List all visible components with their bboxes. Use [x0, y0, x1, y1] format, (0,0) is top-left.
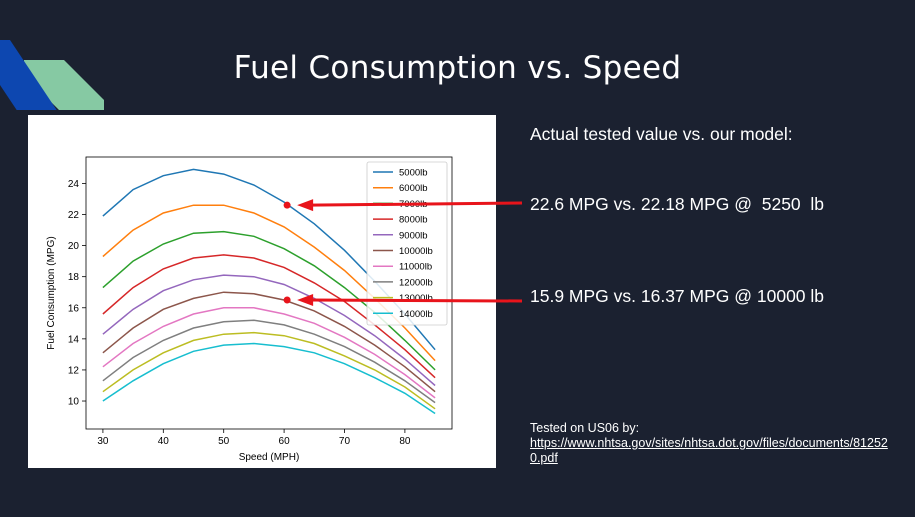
series-line-14000lb: [102, 342, 436, 415]
legend-label-11000lb: 11000lb: [399, 262, 432, 273]
series-line-13000lb: [102, 331, 436, 410]
series-line-10000lb: [102, 291, 436, 393]
legend-label-5000lb: 5000lb: [399, 168, 428, 179]
legend-label-9000lb: 9000lb: [399, 230, 428, 241]
legend-label-6000lb: 6000lb: [399, 183, 428, 194]
y-tick-label: 16: [68, 303, 80, 314]
source-note: Tested on US06 by: https://www.nhtsa.gov…: [530, 421, 890, 466]
decoration-green-shape: [24, 60, 104, 110]
plot-frame: [85, 156, 453, 430]
y-tick-label: 24: [68, 179, 80, 190]
x-tick-label: 50: [218, 436, 230, 447]
legend-label-13000lb: 13000lb: [399, 293, 433, 304]
source-label: Tested on US06 by:: [530, 421, 640, 435]
x-tick-label: 60: [279, 436, 291, 447]
series-line-9000lb: [102, 274, 436, 387]
series-line-11000lb: [102, 307, 436, 399]
series-line-12000lb: [102, 319, 436, 404]
line-chart: 30 40 50 60 70 80 10 12 14 16 18 20 22 24 Speed (MPH) F…: [46, 156, 453, 463]
decoration-blue-shape: [0, 40, 57, 110]
legend-label-8000lb: 8000lb: [399, 215, 428, 226]
comparison-heading: Actual tested value vs. our model:: [530, 124, 793, 144]
corner-decoration: [0, 40, 104, 110]
y-tick-label: 10: [68, 397, 80, 408]
chart-panel: 30 40 50 60 70 80 10 12 14 16 18 20 22 24 Speed (MPH) F…: [28, 115, 496, 468]
y-tick-label: 18: [68, 272, 80, 283]
source-link[interactable]: https://www.nhtsa.gov/sites/nhtsa.dot.go…: [530, 436, 888, 465]
legend-label-12000lb: 12000lb: [399, 277, 433, 288]
x-tick-label: 70: [339, 436, 351, 447]
y-axis-label: Fuel Consumption (MPG): [46, 236, 57, 349]
y-tick-label: 12: [68, 365, 80, 376]
comparison-5250lb: 22.6 MPG vs. 22.18 MPG @ 5250 lb: [530, 194, 825, 214]
x-tick-label: 40: [158, 436, 170, 447]
x-axis-label: Speed (MPH): [239, 452, 300, 463]
y-tick-label: 20: [68, 241, 80, 252]
legend-label-7000lb: 7000lb: [399, 199, 428, 210]
comparison-10000lb: 15.9 MPG vs. 16.37 MPG @ 10000 lb: [530, 286, 825, 306]
legend-label-10000lb: 10000lb: [399, 246, 433, 257]
y-tick-label: 14: [68, 334, 80, 345]
series-line-8000lb: [102, 254, 436, 379]
y-tick-label: 22: [68, 210, 80, 221]
legend-label-14000lb: 14000lb: [399, 309, 433, 320]
x-tick-label: 30: [97, 436, 109, 447]
x-tick-label: 80: [399, 436, 411, 447]
slide-title: Fuel Consumption vs. Speed: [233, 50, 682, 86]
